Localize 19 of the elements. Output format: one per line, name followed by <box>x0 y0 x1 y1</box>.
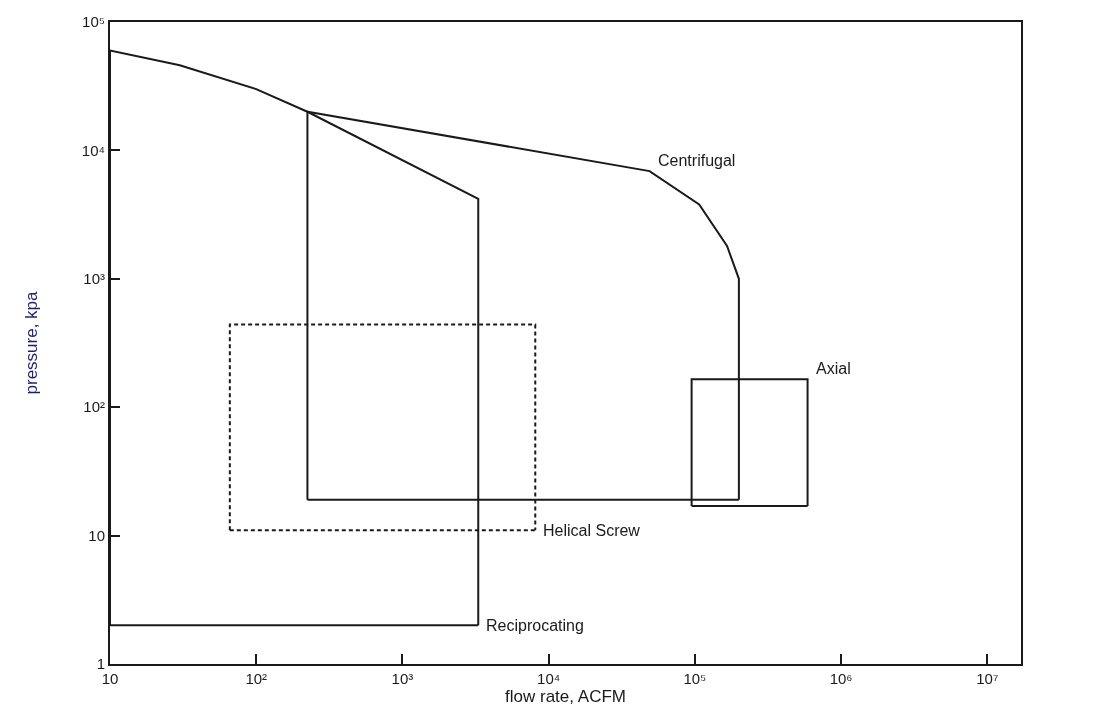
x-tick-label: 10⁴ <box>537 670 561 687</box>
x-tick-label: 10⁷ <box>976 670 999 687</box>
x-tick-label: 10⁶ <box>829 670 853 687</box>
y-axis-title: pressure, kpa <box>21 290 41 395</box>
x-tick-label: 10³ <box>391 670 414 687</box>
y-tick-label: 10 <box>88 526 105 544</box>
x-tick-label: 10² <box>245 670 268 687</box>
x-axis-title: flow rate, ACFM <box>505 687 626 706</box>
y-tick-label: 1 <box>96 655 105 673</box>
annotation: Reciprocating <box>486 617 584 634</box>
y-tick-label: 10⁵ <box>82 13 105 31</box>
annotation: Centrifugal <box>658 152 736 169</box>
y-tick-label: 10² <box>83 398 105 416</box>
x-tick-label: 10 <box>101 670 119 687</box>
annotation: Helical Screw <box>543 522 641 539</box>
annotation: Axial <box>816 360 851 377</box>
y-tick-label: 10⁴ <box>81 141 105 159</box>
x-tick-label: 10⁵ <box>683 670 707 687</box>
y-tick-label: 10³ <box>83 270 105 288</box>
